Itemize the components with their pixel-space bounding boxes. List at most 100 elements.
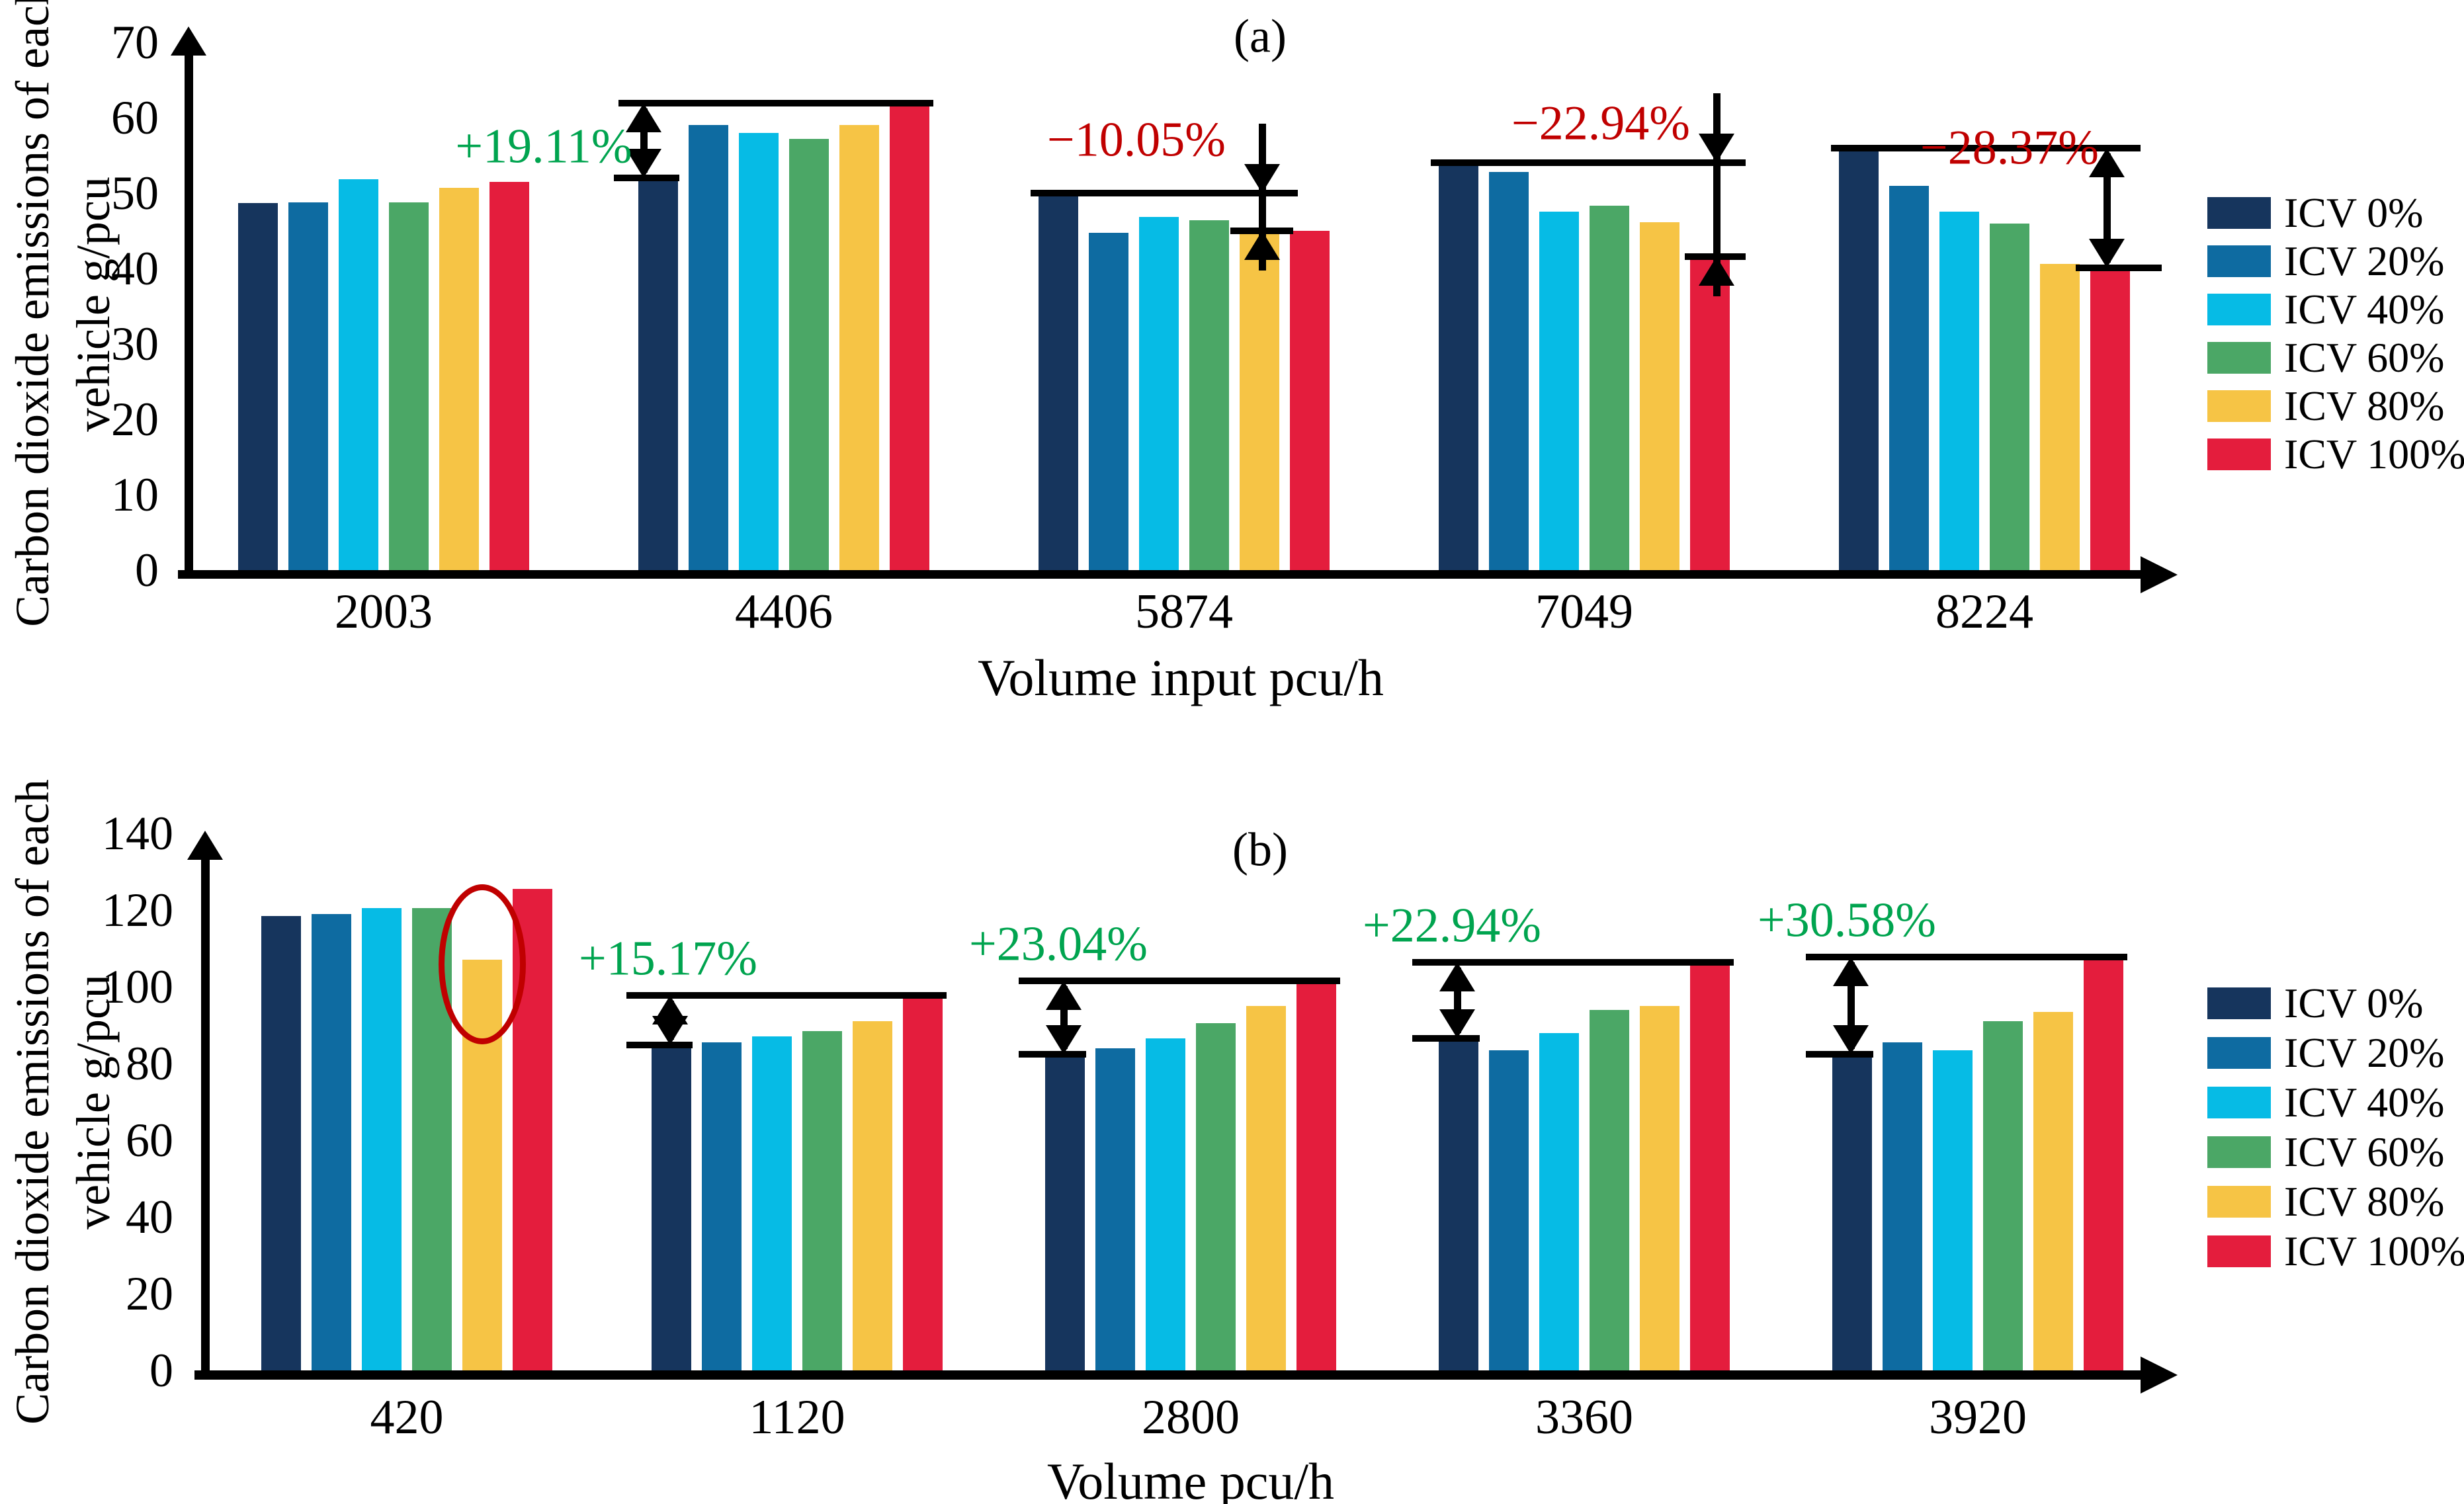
legend-item: ICV 0% <box>2207 192 2464 234</box>
bar-icv-80 <box>853 1021 892 1370</box>
bar-icv-60 <box>1590 1010 1629 1370</box>
legend-label: ICV 60% <box>2284 334 2445 381</box>
bar-icv-100 <box>1690 962 1730 1370</box>
bar-icv-20 <box>1489 1050 1529 1370</box>
legend: ICV 0% ICV 20% ICV 40% ICV 60% ICV 80% ICV 10… <box>2207 982 2464 1285</box>
bar-icv-40 <box>1939 212 1979 570</box>
bar-icv-80 <box>1640 1006 1679 1370</box>
y-axis-arrow-icon <box>187 831 223 860</box>
bar-icv-60 <box>1983 1021 2023 1370</box>
legend-swatch-icon <box>2207 197 2271 229</box>
annotation-line-top <box>626 992 947 999</box>
bar-icv-40 <box>362 908 402 1370</box>
y-tick-label: 40 <box>126 1191 173 1243</box>
annotation-line-top <box>618 100 933 106</box>
legend-label: ICV 40% <box>2284 1079 2445 1126</box>
category-label: 1120 <box>749 1390 845 1444</box>
bar-icv-80 <box>2033 1012 2073 1370</box>
legend-label: ICV 100% <box>2284 1228 2464 1274</box>
bar-icv-80 <box>839 125 879 570</box>
bar-icv-100 <box>1290 231 1330 570</box>
bar-icv-0 <box>1039 193 1078 570</box>
annotation-line-top <box>1019 978 1340 984</box>
annotation-arrow-down-icon <box>626 149 661 178</box>
annotation-arrow-up-icon <box>626 103 661 132</box>
bar-icv-60 <box>1196 1023 1236 1370</box>
category-label: 2800 <box>1142 1390 1240 1444</box>
bar-icv-0 <box>261 916 301 1370</box>
highlight-ellipse <box>439 884 526 1044</box>
legend-swatch-icon <box>2207 1186 2271 1218</box>
y-tick-label: 120 <box>102 884 173 937</box>
annotation-line-bottom <box>2076 265 2162 271</box>
annotation-arrow-shaft <box>1848 962 1855 1049</box>
bar-icv-40 <box>752 1036 792 1370</box>
bar-icv-100 <box>2084 957 2123 1370</box>
bar-icv-40 <box>339 179 378 570</box>
legend-swatch-icon <box>2207 390 2271 422</box>
bar-icv-40 <box>1539 1033 1579 1370</box>
bar-icv-100 <box>903 995 943 1370</box>
y-tick-label: 60 <box>126 1114 173 1167</box>
annotation-arrow-shaft <box>1713 93 1721 296</box>
bar-icv-40 <box>739 133 779 570</box>
legend-label: ICV 20% <box>2284 1029 2445 1076</box>
annotation-arrow-up-icon <box>1439 962 1475 991</box>
category-label: 3920 <box>1929 1390 2027 1444</box>
annotation-line-top <box>1031 190 1298 196</box>
bar-icv-60 <box>802 1031 842 1370</box>
bar-icv-100 <box>1296 981 1336 1370</box>
annotation-arrow-shaft <box>2103 153 2111 263</box>
bar-icv-20 <box>288 202 328 570</box>
legend-item: ICV 60% <box>2207 1131 2464 1173</box>
bar-icv-0 <box>1439 1038 1478 1370</box>
x-axis-arrow-icon <box>2141 556 2178 593</box>
annotation-arrow-shaft <box>1060 986 1068 1049</box>
category-label: 7049 <box>1535 585 1633 639</box>
x-axis <box>194 1370 2151 1380</box>
bar-icv-20 <box>689 125 728 570</box>
y-tick-label: 40 <box>111 242 159 295</box>
panel-b-x-axis-title: Volume pcu/h <box>1046 1452 1335 1504</box>
annotation-arrow-down-icon <box>2089 239 2125 268</box>
legend-swatch-icon <box>2207 1087 2271 1118</box>
bar-icv-20 <box>312 914 351 1370</box>
bar-icv-40 <box>1146 1038 1185 1370</box>
category-label: 8224 <box>1935 585 2033 639</box>
category-label: 2003 <box>335 585 433 639</box>
annotation-line-top <box>1412 959 1734 966</box>
annotation-label: +22.94% <box>1363 898 1541 953</box>
y-tick-label: 80 <box>126 1037 173 1090</box>
bar-icv-0 <box>1839 148 1879 570</box>
bar-icv-20 <box>1883 1042 1922 1370</box>
bar-icv-0 <box>652 1045 691 1370</box>
y-tick-label: 30 <box>111 317 159 370</box>
bar-icv-0 <box>1439 163 1478 570</box>
panel-a-x-axis-title: Volume input pcu/h <box>978 649 1384 706</box>
bar-icv-100 <box>890 103 929 570</box>
bar-icv-80 <box>1246 1006 1286 1370</box>
legend: ICV 0% ICV 20% ICV 40% ICV 60% ICV 80% ICV 10… <box>2207 192 2464 487</box>
annotation-line-bottom <box>614 175 679 181</box>
bar-icv-20 <box>1889 186 1929 570</box>
category-label: 4406 <box>735 585 833 639</box>
legend-swatch-icon <box>2207 245 2271 277</box>
bar-icv-60 <box>389 202 429 570</box>
x-axis-arrow-icon <box>2141 1357 2178 1394</box>
y-tick-label: 50 <box>111 167 159 220</box>
y-tick-label: 100 <box>102 960 173 1013</box>
y-tick-label: 0 <box>135 544 159 597</box>
panel-a-title: (a) <box>1234 9 1287 63</box>
bar-icv-100 <box>2090 268 2130 570</box>
y-axis <box>185 46 193 579</box>
annotation-label: −28.37% <box>1920 120 2099 175</box>
legend-item: ICV 40% <box>2207 1079 2464 1126</box>
legend-item: ICV 20% <box>2207 1029 2464 1076</box>
legend-item: ICV 80% <box>2207 385 2464 427</box>
bar-icv-20 <box>1095 1048 1135 1370</box>
annotation-arrow-shaft <box>1454 968 1461 1033</box>
y-tick-label: 10 <box>111 468 159 521</box>
legend-label: ICV 80% <box>2284 1178 2445 1225</box>
x-axis <box>178 570 2151 579</box>
